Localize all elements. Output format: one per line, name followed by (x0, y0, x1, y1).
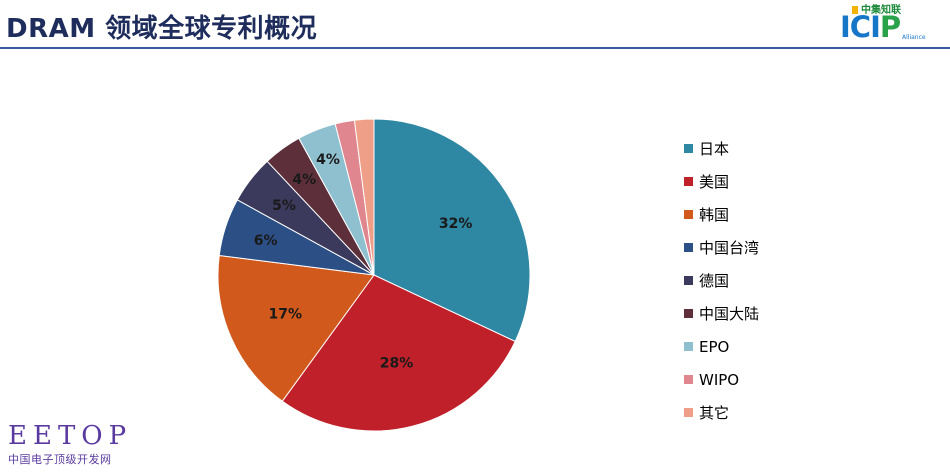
legend-item: WIPO (684, 363, 759, 396)
pie-slice (353, 118, 375, 276)
logo-sub-text: Alliance (902, 34, 926, 41)
logo-top-text: 中集知联 (852, 1, 901, 16)
pie-data-label: 32% (439, 216, 473, 232)
legend-item: 中国大陆 (684, 297, 759, 330)
page-title: DRAM 领域全球专利概况 (6, 14, 318, 44)
legend-item: 德国 (684, 264, 759, 297)
watermark-logo: EETOP (8, 421, 133, 451)
pie-data-label: 4% (316, 152, 340, 168)
legend-swatch (684, 375, 693, 384)
legend-label: 其它 (699, 404, 730, 422)
legend-swatch (684, 243, 693, 252)
legend-item: 其它 (684, 396, 759, 429)
pie-slice (373, 118, 531, 343)
icip-logo: 中集知联 ICIP Alliance (838, 0, 946, 46)
legend-label: 美国 (699, 173, 730, 191)
legend-swatch (684, 309, 693, 318)
legend-swatch (684, 177, 693, 186)
legend-item: 日本 (684, 132, 759, 165)
legend-item: EPO (684, 330, 759, 363)
legend-swatch (684, 342, 693, 351)
legend-swatch (684, 144, 693, 153)
pie-slice (217, 254, 375, 402)
legend-swatch (684, 210, 693, 219)
legend-label: 中国大陆 (699, 305, 760, 323)
chart-legend: 日本美国韩国中国台湾德国中国大陆 EPO WIPO 其它 (684, 132, 759, 429)
title-divider (0, 47, 950, 49)
legend-item: 韩国 (684, 198, 759, 231)
legend-label: 日本 (699, 140, 730, 158)
pie-data-label: 28% (380, 356, 414, 372)
eetop-watermark: EETOP 中国电子顶级开发网 (8, 422, 132, 467)
legend-label: 中国台湾 (699, 239, 760, 257)
legend-label: EPO (699, 337, 730, 356)
watermark-subtitle: 中国电子顶级开发网 (8, 453, 112, 466)
pie-data-label: 17% (268, 306, 302, 322)
legend-item: 美国 (684, 165, 759, 198)
legend-swatch (684, 408, 693, 417)
legend-item: 中国台湾 (684, 231, 759, 264)
legend-swatch (684, 276, 693, 285)
pie-data-label: 5% (272, 198, 296, 214)
legend-label: WIPO (699, 370, 740, 389)
pie-data-label: 4% (292, 172, 316, 188)
logo-main-text: ICIP (840, 10, 901, 44)
legend-label: 德国 (699, 272, 730, 290)
legend-label: 韩国 (699, 206, 730, 224)
pie-slice (281, 274, 516, 432)
pie-data-label: 6% (254, 233, 278, 249)
